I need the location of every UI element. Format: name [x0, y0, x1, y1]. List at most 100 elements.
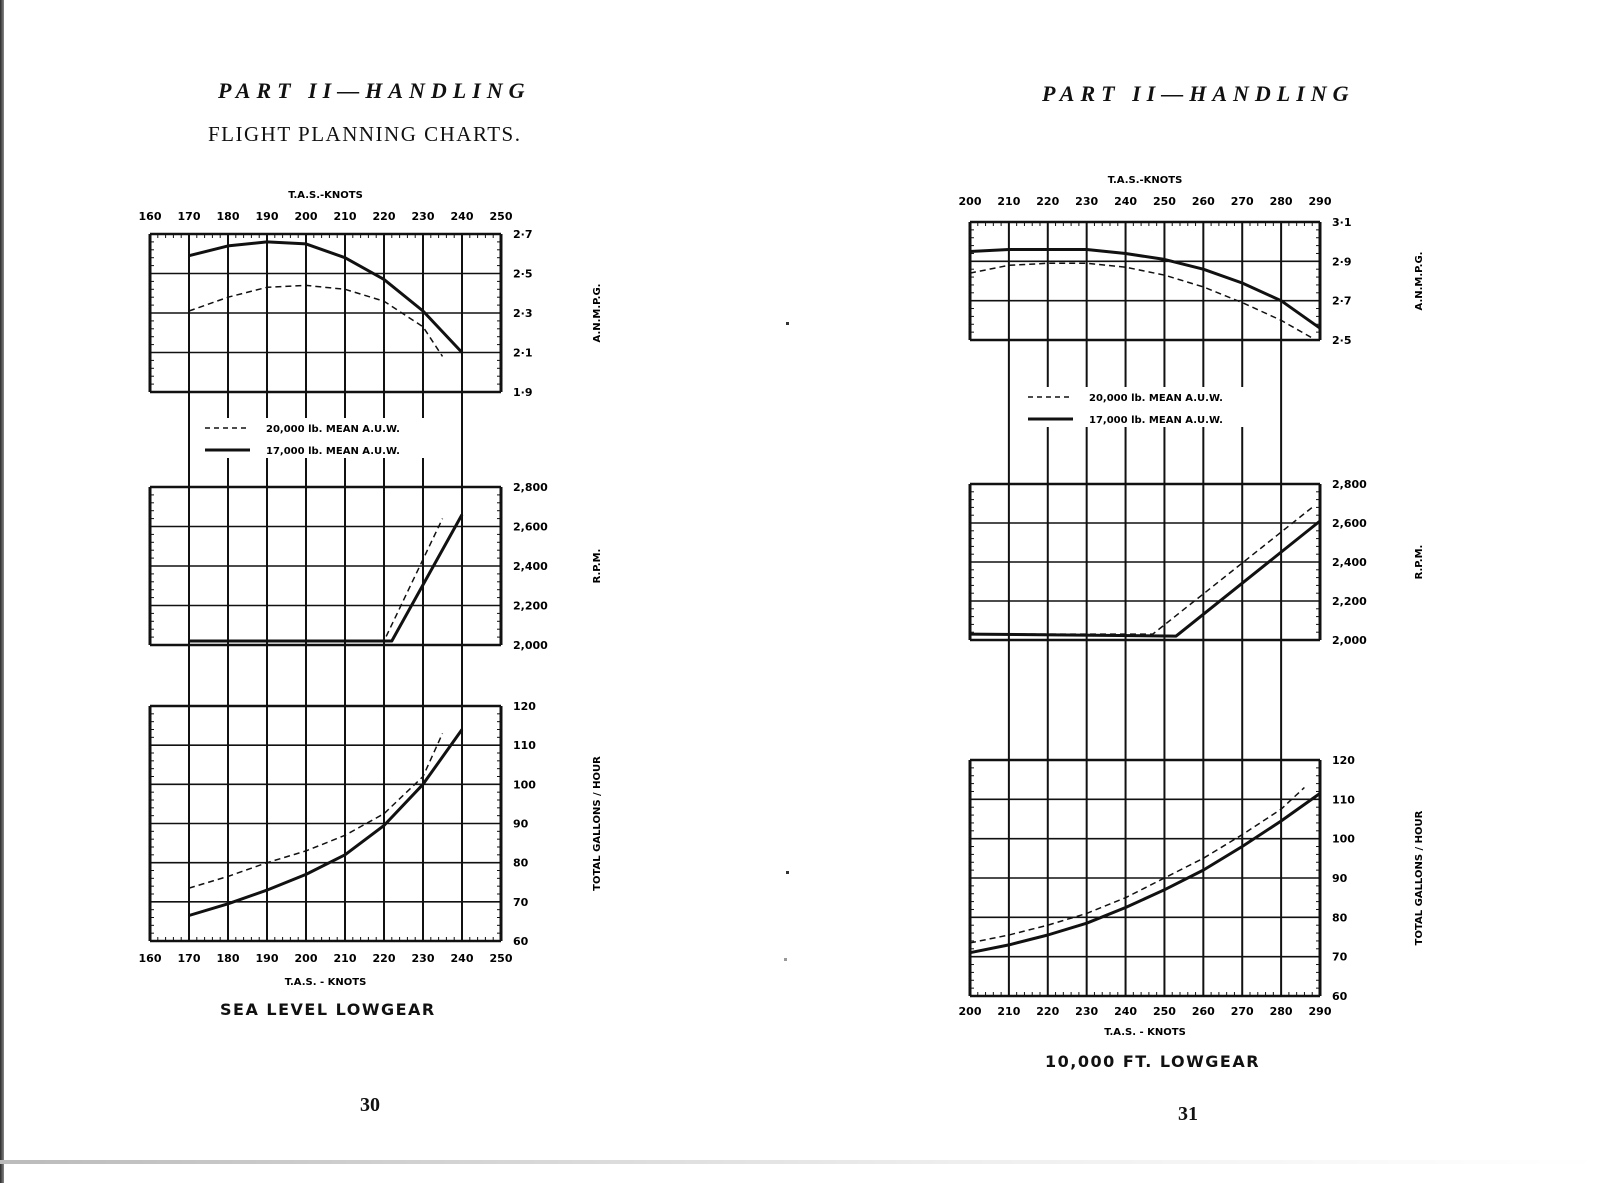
y-tick-label: 2,000	[1332, 634, 1367, 647]
y-tick-label: 2,800	[1332, 478, 1367, 491]
left-page-subtitle: FLIGHT PLANNING CHARTS.	[208, 122, 522, 146]
x-tick-bottom-label: 210	[997, 1005, 1020, 1018]
x-tick-bottom-label: 260	[1192, 1005, 1215, 1018]
x-tick-bottom-label: 230	[412, 952, 435, 965]
y-tick-label: 2,200	[1332, 595, 1367, 608]
y-tick-label: 80	[513, 857, 529, 870]
y-tick-label: 2·5	[513, 268, 533, 281]
left-page-number: 30	[360, 1094, 380, 1116]
x-tick-top-label: 240	[1114, 195, 1137, 208]
y-tick-label: 70	[1332, 951, 1348, 964]
x-tick-top-label: 260	[1192, 195, 1215, 208]
x-tick-bottom-label: 200	[295, 952, 318, 965]
legend-label-20000: 20,000 lb. MEAN A.U.W.	[266, 424, 400, 435]
x-tick-bottom-label: 160	[139, 952, 162, 965]
y-tick-label: 60	[513, 935, 529, 948]
x-tick-top-label: 250	[490, 210, 513, 223]
x-tick-bottom-label: 270	[1231, 1005, 1254, 1018]
sea-level-chart: T.A.S.-KNOTS 160 170 180 190 200 210 220 230 240 2…	[139, 190, 603, 988]
series-17000-line	[969, 248, 1321, 330]
y-tick-label: 120	[1332, 754, 1355, 767]
gutter-speck	[784, 958, 787, 961]
y-tick-label: 1·9	[513, 386, 533, 399]
x-tick-top-label: 170	[178, 210, 201, 223]
x-tick-top-label: 180	[217, 210, 240, 223]
y-tick-label: 2,400	[513, 560, 548, 573]
y-tick-label: 120	[513, 700, 536, 713]
y-axis-title-anmpg: A.N.M.P.G.	[592, 284, 603, 343]
y-tick-label: 2,000	[513, 639, 548, 652]
x-tick-top-label: 200	[959, 195, 982, 208]
y-axis-title-gph: TOTAL GALLONS / HOUR	[1414, 810, 1425, 945]
y-axis-title-anmpg: A.N.M.P.G.	[1414, 252, 1425, 311]
series-20000-line	[969, 786, 1305, 944]
x-tick-bottom-label: 200	[959, 1005, 982, 1018]
x-tick-bottom-label: 280	[1270, 1005, 1293, 1018]
y-tick-label: 2,600	[1332, 517, 1367, 530]
scan-bottom-edge	[0, 1160, 1600, 1164]
y-tick-label: 2,200	[513, 600, 548, 613]
y-tick-label: 2·5	[1332, 334, 1352, 347]
x-axis-top-title: T.A.S.-KNOTS	[1108, 175, 1183, 186]
series-20000-line	[970, 506, 1313, 635]
series-17000-line	[969, 519, 1321, 638]
series-17000-line	[188, 240, 464, 354]
x-tick-top-label: 210	[334, 210, 357, 223]
series-20000-line	[188, 284, 444, 357]
y-tick-label: 2·9	[1332, 255, 1352, 268]
y-axis-title-rpm: R.P.M.	[1414, 545, 1425, 580]
y-tick-label: 100	[1332, 833, 1355, 846]
x-tick-bottom-label: 180	[217, 952, 240, 965]
y-axis-title-rpm: R.P.M.	[592, 549, 603, 584]
y-tick-label: 3·1	[1332, 216, 1352, 229]
y-tick-label: 2,800	[513, 481, 548, 494]
x-tick-top-label: 240	[451, 210, 474, 223]
x-tick-top-label: 210	[997, 195, 1020, 208]
x-tick-bottom-label: 240	[451, 952, 474, 965]
x-tick-bottom-label: 220	[1036, 1005, 1059, 1018]
y-tick-label: 2·1	[513, 347, 533, 360]
y-tick-label: 2,600	[513, 521, 548, 534]
y-tick-label: 2·7	[513, 228, 533, 241]
x-tick-bottom-label: 170	[178, 952, 201, 965]
x-tick-top-label: 190	[256, 210, 279, 223]
y-axis-title-gph: TOTAL GALLONS / HOUR	[592, 756, 603, 891]
x-tick-top-label: 160	[139, 210, 162, 223]
gutter-speck	[786, 871, 789, 874]
y-tick-label: 2·7	[1332, 295, 1352, 308]
left-chart-caption: SEA LEVEL LOWGEAR	[220, 1000, 436, 1019]
left-page-header: PART II—HANDLING	[218, 78, 531, 103]
gutter-speck	[786, 322, 789, 325]
x-tick-top-label: 200	[295, 210, 318, 223]
scan-edge-shadow	[0, 0, 4, 1183]
x-tick-bottom-label: 210	[334, 952, 357, 965]
y-tick-label: 60	[1332, 990, 1348, 1003]
x-tick-top-label: 230	[1075, 195, 1098, 208]
x-tick-top-label: 290	[1309, 195, 1332, 208]
y-tick-label: 100	[513, 778, 536, 791]
series-17000-line	[189, 513, 464, 643]
x-tick-top-label: 220	[1036, 195, 1059, 208]
series-20000-line	[969, 262, 1313, 339]
right-chart-caption: 10,000 FT. LOWGEAR	[1045, 1052, 1261, 1071]
series-17000-line	[969, 792, 1321, 955]
x-tick-top-label: 280	[1270, 195, 1293, 208]
series-20000-line	[188, 733, 444, 889]
y-tick-label: 2·3	[513, 307, 533, 320]
x-tick-bottom-label: 190	[256, 952, 279, 965]
x-tick-bottom-label: 250	[490, 952, 513, 965]
right-page-header: PART II—HANDLING	[1042, 81, 1355, 106]
y-tick-label: 110	[513, 739, 536, 752]
legend-label-17000: 17,000 lb. MEAN A.U.W.	[1089, 415, 1223, 426]
legend-label-20000: 20,000 lb. MEAN A.U.W.	[1089, 393, 1223, 404]
x-axis-top-title: T.A.S.-KNOTS	[288, 190, 363, 201]
x-tick-bottom-label: 250	[1153, 1005, 1176, 1018]
x-tick-top-label: 250	[1153, 195, 1176, 208]
y-tick-label: 70	[513, 896, 529, 909]
x-axis-bottom-title: T.A.S. - KNOTS	[285, 977, 367, 988]
y-tick-label: 110	[1332, 793, 1355, 806]
x-tick-bottom-label: 290	[1309, 1005, 1332, 1018]
legend-label-17000: 17,000 lb. MEAN A.U.W.	[266, 446, 400, 457]
x-tick-top-label: 230	[412, 210, 435, 223]
